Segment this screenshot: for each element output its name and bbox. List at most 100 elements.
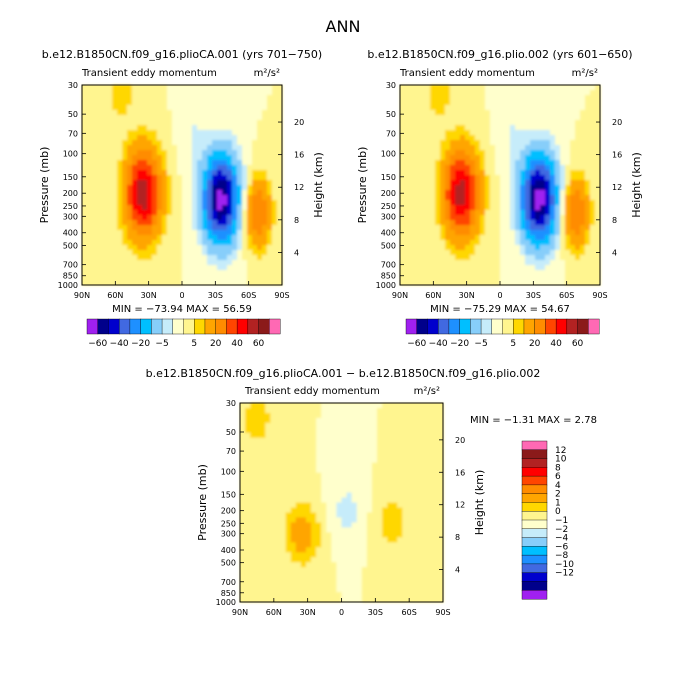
heat-cell (510, 145, 516, 151)
heat-cell (275, 497, 282, 504)
heat-cell (295, 587, 302, 593)
heat-cell (192, 105, 198, 111)
heat-cell (162, 245, 168, 251)
heat-cell (137, 85, 143, 91)
heat-cell (480, 200, 486, 206)
heat-cell (397, 592, 403, 598)
heat-cell (167, 280, 173, 286)
heat-cell (232, 220, 238, 226)
heat-cell (182, 175, 188, 181)
heat-cell (137, 135, 143, 141)
heat-cell (212, 180, 218, 186)
heat-cell (97, 235, 103, 241)
heat-cell (212, 240, 218, 246)
heat-cell (420, 195, 426, 201)
heat-cell (157, 280, 163, 286)
heat-cell (415, 250, 421, 256)
heat-cell (392, 502, 398, 509)
heat-cell (525, 100, 531, 106)
heat-cell (250, 403, 256, 409)
heat-cell (392, 527, 398, 533)
heat-cell (437, 457, 444, 464)
heat-cell (392, 557, 398, 563)
heat-cell (570, 265, 576, 271)
heat-cell (465, 90, 471, 96)
heat-cell (242, 145, 248, 151)
heat-cell (270, 487, 277, 494)
heat-cell (202, 90, 208, 96)
heat-cell (242, 175, 248, 181)
heat-cell (475, 115, 481, 121)
heat-cell (425, 130, 431, 136)
heat-cell (490, 230, 496, 236)
heat-cell (402, 502, 409, 509)
heat-cell (152, 160, 158, 166)
heat-cell (127, 175, 133, 181)
heat-cell (290, 532, 297, 538)
heat-cell (277, 170, 283, 176)
heat-cell (270, 562, 277, 568)
heat-cell (152, 85, 158, 91)
heat-cell (132, 110, 138, 116)
heat-cell (392, 522, 398, 528)
heat-cell (295, 577, 302, 583)
heat-cell (92, 200, 98, 206)
heat-cell (505, 265, 511, 271)
heat-cell (336, 522, 343, 528)
heat-cell (232, 150, 238, 156)
heat-cell (285, 537, 292, 543)
heat-cell (222, 115, 228, 121)
heat-cell (590, 105, 596, 111)
heat-cell (575, 185, 581, 191)
heat-cell (300, 447, 307, 454)
heat-cell (127, 120, 133, 126)
heat-cell (157, 175, 163, 181)
heat-cell (112, 255, 118, 261)
heat-cell (422, 597, 429, 603)
heat-cell (107, 235, 113, 241)
heat-cell (405, 280, 411, 286)
heat-cell (260, 522, 266, 528)
heat-cell (427, 467, 434, 474)
heat-cell (420, 170, 426, 176)
heat-cell (382, 482, 388, 489)
heat-cell (262, 90, 268, 96)
heat-cell (525, 245, 531, 251)
heat-cell (127, 105, 133, 111)
heat-cell (455, 270, 461, 276)
heat-cell (565, 240, 571, 246)
heat-cell (485, 145, 491, 151)
heat-cell (505, 190, 511, 196)
heat-cell (142, 235, 148, 241)
heat-cell (525, 220, 531, 226)
heat-cell (262, 275, 268, 281)
heat-cell (371, 412, 378, 419)
heat-cell (262, 165, 268, 171)
heat-cell (217, 130, 223, 136)
heat-cell (247, 180, 253, 186)
heat-cell (555, 115, 561, 121)
heat-cell (535, 135, 541, 141)
heat-cell (510, 140, 516, 146)
heat-cell (295, 447, 302, 454)
heat-cell (545, 95, 551, 101)
heat-cell (321, 412, 327, 419)
heat-cell (331, 477, 338, 484)
heat-cell (270, 457, 277, 464)
heat-cell (525, 280, 531, 286)
heat-cell (535, 105, 541, 111)
heat-cell (212, 255, 218, 261)
heat-cell (182, 95, 188, 101)
heat-cell (285, 567, 292, 573)
heat-cell (475, 185, 481, 191)
heat-cell (450, 105, 456, 111)
heat-cell (212, 265, 218, 271)
heat-cell (212, 135, 218, 141)
heat-cell (470, 155, 476, 161)
heat-cell (311, 467, 317, 474)
heat-cell (460, 145, 466, 151)
heat-cell (575, 205, 581, 211)
heat-cell (92, 180, 98, 186)
heat-cell (535, 215, 541, 221)
heat-cell (415, 115, 421, 121)
